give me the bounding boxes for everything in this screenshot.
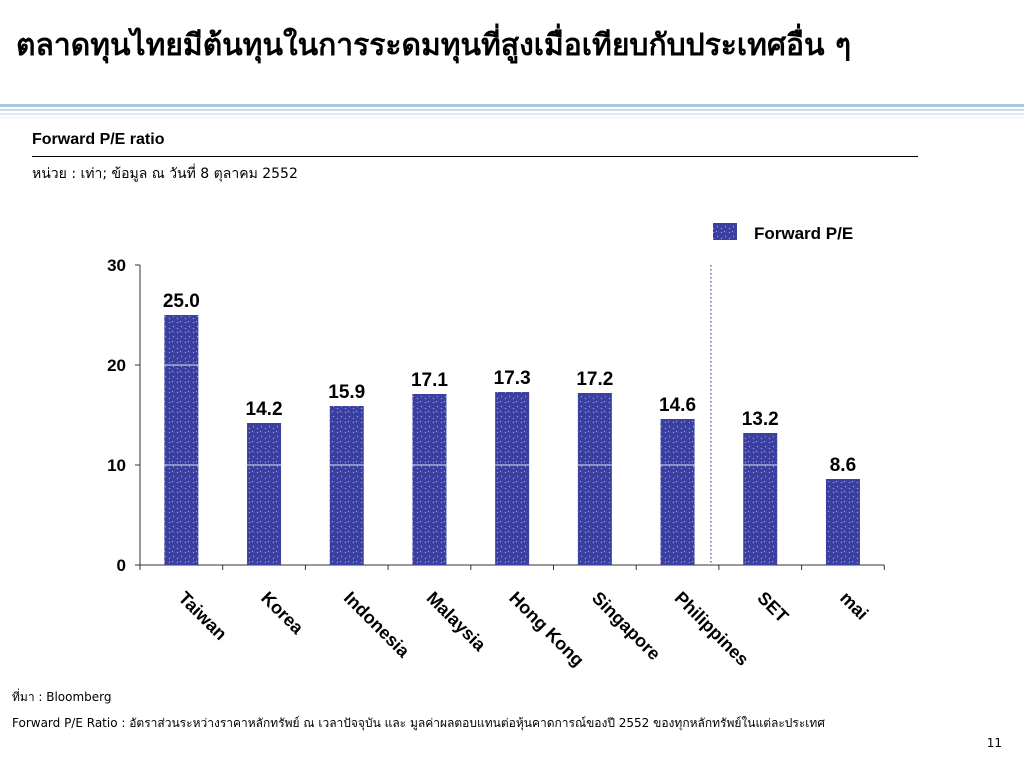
section-divider (32, 156, 918, 157)
data-label: 8.6 (830, 455, 856, 476)
category-label: mai (836, 588, 872, 624)
legend-label: Forward P/E (754, 224, 853, 243)
page-number: 11 (986, 736, 1002, 750)
data-label: 13.2 (742, 409, 779, 430)
y-tick-label: 30 (107, 256, 126, 275)
y-tick-label: 20 (107, 356, 126, 375)
bar (825, 479, 860, 565)
bar (660, 419, 695, 565)
source-note: ที่มา : Bloomberg (12, 690, 112, 704)
data-label: 17.2 (576, 369, 613, 390)
bar (164, 315, 199, 565)
bar (495, 392, 530, 565)
category-label: Singapore (588, 588, 664, 664)
data-label: 17.1 (411, 370, 448, 391)
data-label: 14.2 (246, 399, 283, 420)
bar (577, 393, 612, 565)
data-label: 25.0 (163, 291, 200, 312)
category-label: Hong Kong (505, 588, 588, 671)
y-tick-label: 10 (107, 456, 126, 475)
title-divider (0, 104, 1024, 118)
bar (412, 394, 447, 565)
category-label: Korea (257, 588, 308, 639)
y-tick-label: 0 (117, 556, 126, 575)
bar (743, 433, 778, 565)
section-title: Forward P/E ratio (32, 131, 165, 148)
slide-title: ตลาดทุนไทยมีต้นทุนในการระดมทุนที่สูงเมื่… (16, 28, 852, 63)
bar (247, 423, 282, 565)
category-label: Taiwan (175, 588, 231, 644)
unit-note: หน่วย : เท่า; ข้อมูล ณ วันที่ 8 ตุลาคม 2… (32, 166, 298, 182)
category-label: SET (753, 588, 792, 627)
definition-note: Forward P/E Ratio : อัตราส่วนระหว่างราคา… (12, 716, 825, 730)
legend-swatch (713, 223, 737, 240)
data-label: 17.3 (494, 368, 531, 389)
category-label: Malaysia (423, 588, 491, 656)
category-label: Philippines (671, 588, 753, 670)
bar-chart: 0 10 20 30 25.0 Taiwan 14.2 Korea 15.9 Indonesia 1… (107, 223, 885, 671)
bar (329, 406, 364, 565)
data-label: 14.6 (659, 395, 696, 416)
data-label: 15.9 (328, 382, 365, 403)
category-label: Indonesia (340, 588, 414, 662)
legend: Forward P/E (713, 223, 853, 243)
